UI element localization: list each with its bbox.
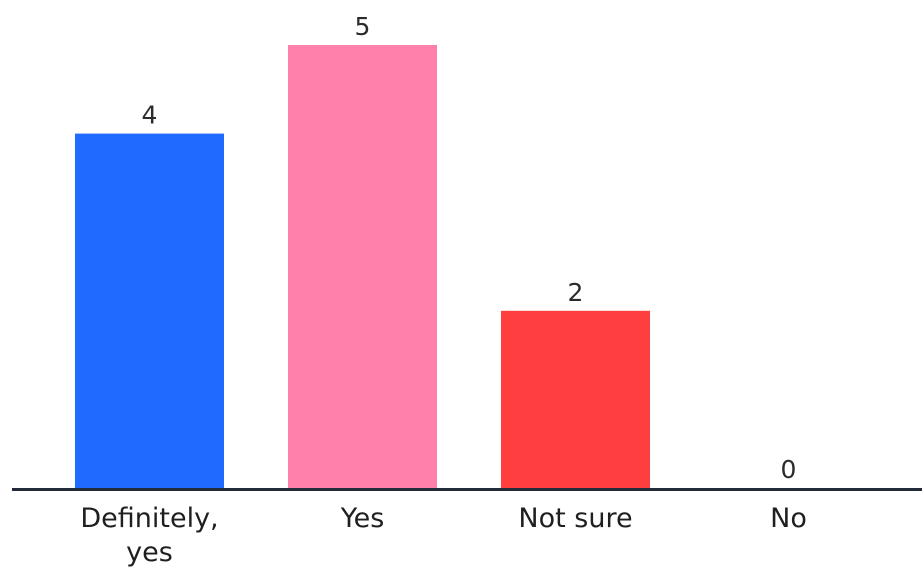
bars-layer (75, 45, 650, 488)
bar-value-label: 5 (355, 12, 371, 41)
bar-3 (501, 310, 650, 488)
bar-value-label: 4 (142, 101, 158, 130)
category-label: No (770, 503, 807, 534)
bar-1 (75, 133, 224, 488)
category-label: Not sure (518, 503, 632, 534)
category-label: Definitely, (80, 503, 218, 534)
bar-2 (288, 45, 437, 488)
category-labels-layer: Definitely,yes Yes Not sure No (80, 503, 807, 567)
bar-value-label: 2 (568, 278, 584, 307)
value-labels-layer: 4 5 2 0 (142, 12, 797, 484)
category-label: Yes (340, 503, 385, 534)
bar-value-label: 0 (781, 455, 797, 484)
category-label: yes (126, 537, 173, 567)
